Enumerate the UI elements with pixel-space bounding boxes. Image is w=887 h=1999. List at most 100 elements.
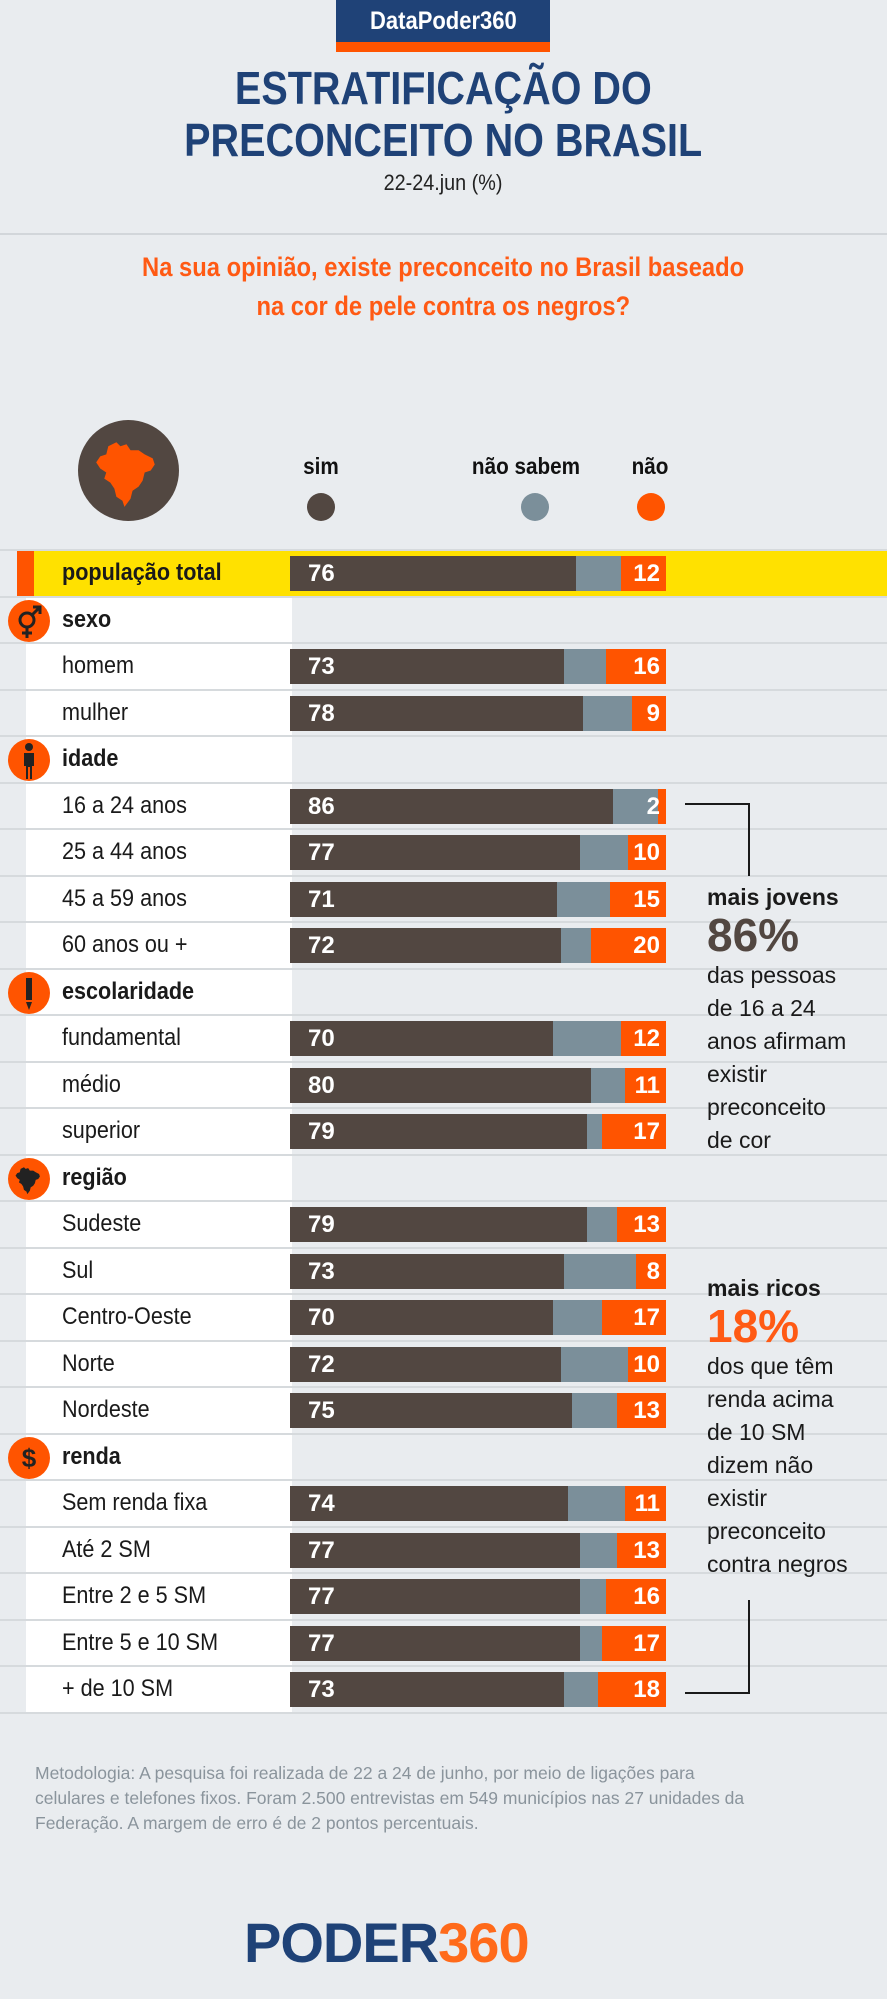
bar-segment-sim [290, 1207, 588, 1242]
row-rule [0, 874, 887, 877]
row-label: Sudeste [62, 1210, 142, 1237]
row-rule [0, 1339, 887, 1342]
label-background [26, 923, 292, 968]
bar-value-nao: 20 [633, 932, 660, 959]
row-label: 45 a 59 anos [62, 884, 187, 912]
bar-value-sim: 79 [308, 1118, 335, 1145]
row-rule [0, 1200, 887, 1202]
connector-young-horizontal [685, 803, 750, 805]
table-row: mulher 78 9 [0, 690, 887, 737]
bar-segment-nao-sabem [579, 1579, 606, 1614]
connector-young-vertical [748, 803, 750, 876]
label-background [26, 830, 292, 875]
bar-segment-sim [290, 1346, 561, 1382]
table-row: 25 a 44 anos 77 10 [0, 830, 887, 877]
stacked-bar: 77 10 [290, 835, 666, 870]
stacked-bar: 70 17 [290, 1300, 666, 1335]
bar-segment-nao [620, 1021, 666, 1056]
label-background [26, 644, 292, 689]
table-row: + de 10 SM 73 18 [0, 1667, 887, 1714]
brazil-map-icon [8, 1157, 50, 1200]
row-label: Sul [62, 1256, 94, 1284]
row-rule [0, 1479, 887, 1481]
bar-value-nao: 17 [633, 1629, 660, 1657]
bar-segment-nao [624, 1067, 666, 1103]
row-label: superior [62, 1117, 141, 1144]
row-label: fundamental [62, 1024, 181, 1051]
svg-text:$: $ [22, 1443, 37, 1473]
label-background [26, 1620, 292, 1665]
logo-360: 360 [438, 1911, 529, 1974]
bar-segment-nao [624, 1486, 666, 1521]
bar-value-sim: 78 [308, 699, 335, 727]
bar-segment-nao [628, 1346, 666, 1382]
row-label: idade [62, 745, 119, 772]
table-row: 16 a 24 anos 86 2 [0, 783, 887, 830]
bar-segment-nao [620, 556, 666, 591]
survey-question: Na sua opinião, existe preconceito no Br… [0, 248, 887, 326]
group-header-row: $ renda [0, 1434, 887, 1481]
label-background [26, 1295, 292, 1340]
row-rule [0, 1246, 887, 1249]
row-rule [0, 1618, 887, 1621]
connector-rich-horizontal [685, 1692, 750, 1694]
bar-value-sim: 70 [308, 1025, 335, 1052]
row-label: Até 2 SM [62, 1535, 151, 1563]
bar-segment-nao [590, 928, 666, 963]
methodology-note: Metodologia: A pesquisa foi realizada de… [35, 1761, 855, 1836]
annotation-rich-value: 18% [707, 1300, 800, 1352]
bar-value-nao: 10 [633, 839, 660, 866]
row-label: médio [62, 1070, 121, 1098]
table-row: superior 79 17 [0, 1109, 887, 1156]
bar-segment-nao-sabem [590, 1067, 625, 1103]
bar-segment-sim [290, 1253, 565, 1289]
bar-value-sim: 70 [308, 1304, 335, 1331]
bar-segment-nao [598, 1672, 666, 1707]
label-background [26, 1481, 292, 1526]
bar-value-nao: 16 [633, 1583, 660, 1610]
stacked-bar: 73 18 [290, 1672, 666, 1707]
row-rule [0, 828, 887, 830]
bar-value-sim: 72 [308, 932, 335, 959]
stacked-bar: 80 11 [290, 1067, 666, 1103]
annotation-line: existir [707, 1485, 768, 1511]
label-background [26, 1434, 292, 1479]
legend-dot-sim [307, 493, 335, 521]
label-background [26, 1016, 292, 1061]
row-rule [0, 595, 887, 598]
row-label: mulher [62, 698, 129, 726]
label-background [26, 783, 292, 828]
table-row: Norte 72 10 [0, 1341, 887, 1388]
annotation-rich-head: mais ricos [707, 1275, 821, 1301]
table-row: Sul 73 8 [0, 1248, 887, 1295]
row-rule [0, 688, 887, 691]
bar-segment-sim [290, 556, 576, 591]
gender-icon [8, 599, 50, 642]
bar-segment-sim [290, 649, 565, 684]
bar-segment-nao-sabem [556, 881, 610, 917]
bar-value-sim: 75 [308, 1397, 335, 1424]
bar-segment-nao [628, 835, 666, 870]
stacked-bar: 71 15 [290, 881, 666, 917]
bar-value-sim: 79 [308, 1211, 335, 1238]
bar-value-nao: 13 [633, 1536, 660, 1564]
bar-segment-nao [617, 1393, 666, 1428]
row-rule [0, 642, 887, 644]
row-rule [0, 1014, 887, 1016]
bar-segment-nao [632, 695, 666, 731]
bar-segment-sim [290, 1672, 565, 1707]
label-background [26, 1155, 292, 1200]
bar-segment-sim [290, 1393, 572, 1428]
page-subtitle: 22-24.jun (%) [0, 170, 887, 196]
row-label: 16 a 24 anos [62, 791, 187, 819]
row-label: sexo [62, 605, 112, 633]
stacked-bar: 77 16 [290, 1579, 666, 1614]
label-background [26, 690, 292, 735]
stacked-bar: 79 13 [290, 1207, 666, 1242]
row-rule [0, 1525, 887, 1528]
table-row: homem 73 16 [0, 644, 887, 691]
row-rule [0, 1060, 887, 1063]
group-header-row: sexo [0, 597, 887, 644]
title-text-1: ESTRATIFICAÇÃO DO [235, 62, 652, 114]
bar-segment-nao-sabem [613, 788, 659, 824]
